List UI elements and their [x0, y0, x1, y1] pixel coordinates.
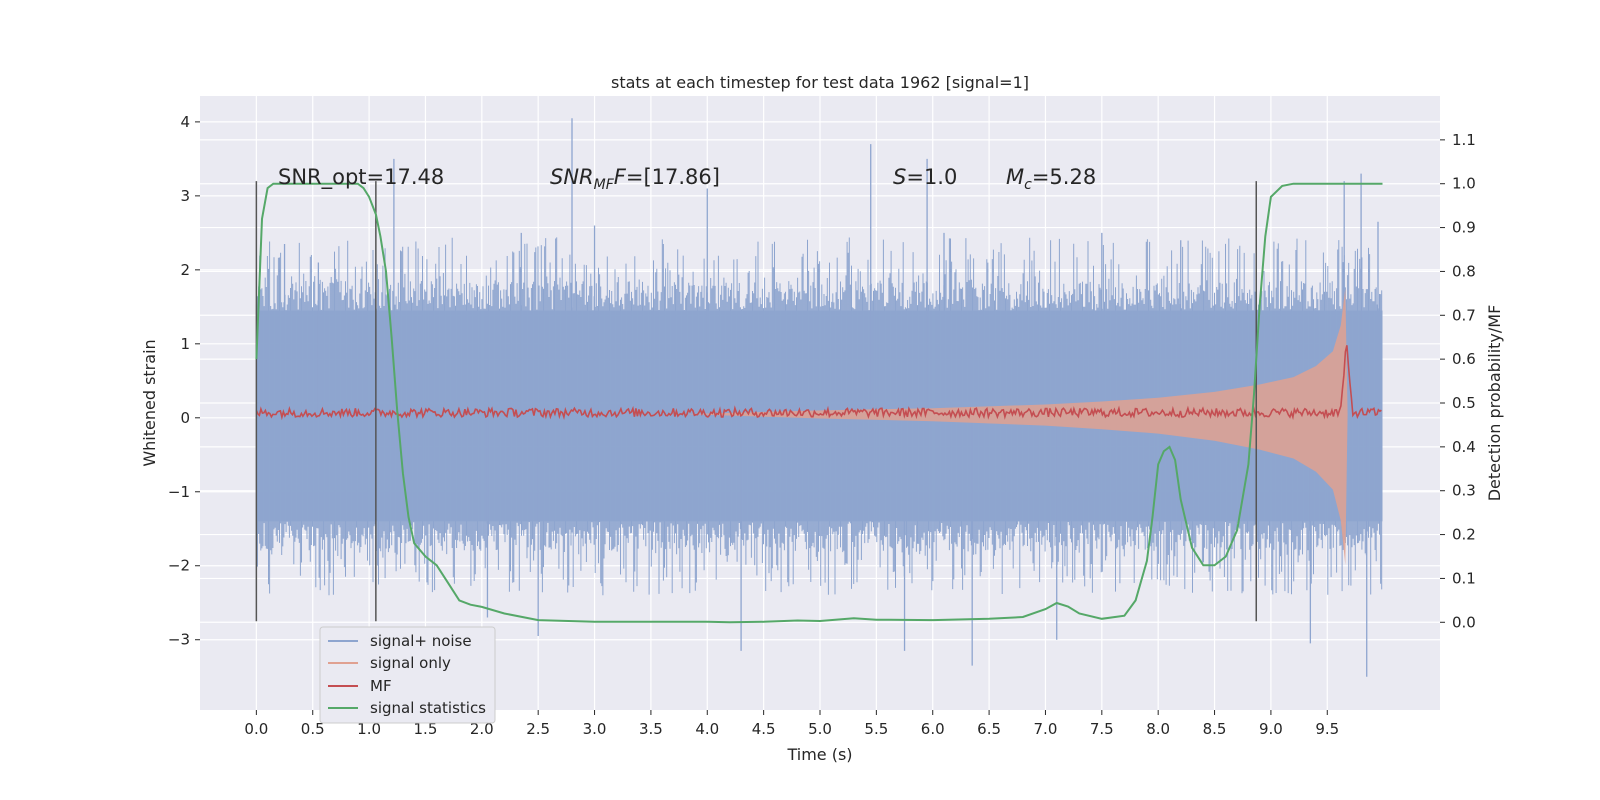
- series-mf: [255, 345, 1382, 421]
- x-tick-label: 3.0: [583, 720, 607, 738]
- x-tick-label: 6.0: [921, 720, 945, 738]
- legend-label-mf: MF: [370, 677, 392, 695]
- y-tick-label: −1: [168, 483, 190, 501]
- y-right-tick-label: 1.1: [1452, 131, 1476, 149]
- y-tick-label: 4: [180, 113, 190, 131]
- y-tick-label: 1: [180, 335, 190, 353]
- annotations: SNR_opt=17.48 SNRMFF=[17.86] S=1.0 Mc=5.…: [278, 165, 1096, 193]
- y-right-tick-label: 0.9: [1452, 219, 1476, 237]
- signal-statistics-line: [255, 182, 1383, 624]
- y-tick-label: 0: [180, 409, 190, 427]
- mf-line: [255, 345, 1382, 421]
- x-tick-label: 0.5: [301, 720, 325, 738]
- y-right-tick-label: 0.2: [1452, 526, 1476, 544]
- legend-label-signal-only: signal only: [370, 654, 451, 672]
- legend-box: [319, 626, 496, 724]
- x-tick-label: 2.5: [526, 720, 550, 738]
- legend-label-signal-statistics: signal statistics: [370, 699, 486, 717]
- signal-only-envelope: [684, 288, 1348, 565]
- annotation-s: S=1.0: [893, 165, 957, 189]
- y-tick-label: 3: [180, 187, 190, 205]
- x-tick-label: 4.5: [752, 720, 776, 738]
- y-right-tick-label: 0.8: [1452, 262, 1476, 280]
- x-tick-label: 2.0: [470, 720, 494, 738]
- x-tick-label: 9.5: [1315, 720, 1339, 738]
- x-tick-label: 0.0: [244, 720, 268, 738]
- x-axis-label: Time (s): [786, 745, 852, 764]
- x-tick-label: 1.0: [357, 720, 381, 738]
- y-right-tick-label: 0.3: [1452, 482, 1476, 500]
- series-signal-statistics: [255, 182, 1383, 624]
- annotation-mc: Mc=5.28: [1006, 165, 1096, 193]
- y-tick-label: −3: [168, 631, 190, 649]
- x-tick-label: 5.0: [808, 720, 832, 738]
- y-axis-label: Whitened strain: [140, 339, 159, 466]
- y-right-tick-label: 0.0: [1452, 613, 1476, 631]
- x-tick-label: 3.5: [639, 720, 663, 738]
- y-right-tick-label: 0.7: [1452, 306, 1476, 324]
- y-right-tick-label: 0.4: [1452, 438, 1476, 456]
- x-tick-label: 6.5: [977, 720, 1001, 738]
- y-right-tick-label: 0.1: [1452, 569, 1476, 587]
- y-right-tick-label: 0.6: [1452, 350, 1476, 368]
- y-right-axis-ticks: 1.1 1.0 0.9 0.8 0.7 0.6 0.5 0.4 0.3 0.2 0.1 0.0: [1440, 131, 1476, 631]
- annotation-snr-opt: SNR_opt=17.48: [278, 165, 444, 190]
- y-axis-ticks: 4 3 2 1 0 −1 −2 −3: [168, 113, 200, 649]
- x-tick-label: 8.5: [1203, 720, 1227, 738]
- x-tick-label: 1.5: [414, 720, 438, 738]
- y-tick-label: −2: [168, 557, 190, 575]
- x-tick-label: 5.5: [864, 720, 888, 738]
- y-right-axis-label: Detection probability/MF: [1485, 305, 1504, 502]
- series-signal-only: [684, 288, 1348, 565]
- x-tick-label: 7.5: [1090, 720, 1114, 738]
- data-layer: [255, 118, 1383, 677]
- x-axis-ticks: 0.0 0.5 1.0 1.5 2.0 2.5 3.0 3.5 4.0 4.5 5.0 5.5 6.0 6…: [244, 710, 1339, 738]
- x-tick-label: 9.0: [1259, 720, 1283, 738]
- y-tick-label: 2: [180, 261, 190, 279]
- y-right-tick-label: 1.0: [1452, 175, 1476, 193]
- y-right-tick-label: 0.5: [1452, 394, 1476, 412]
- annotation-snr-mf: SNRMFF=[17.86]: [550, 165, 720, 193]
- vertical-markers: [255, 181, 1258, 622]
- legend: signal+ noise signal only MF signal stat…: [319, 626, 496, 724]
- chart-title: stats at each timestep for test data 196…: [611, 73, 1029, 92]
- x-tick-label: 4.0: [695, 720, 719, 738]
- legend-label-signal-noise: signal+ noise: [370, 632, 472, 650]
- x-tick-label: 8.0: [1146, 720, 1170, 738]
- x-tick-label: 7.0: [1034, 720, 1058, 738]
